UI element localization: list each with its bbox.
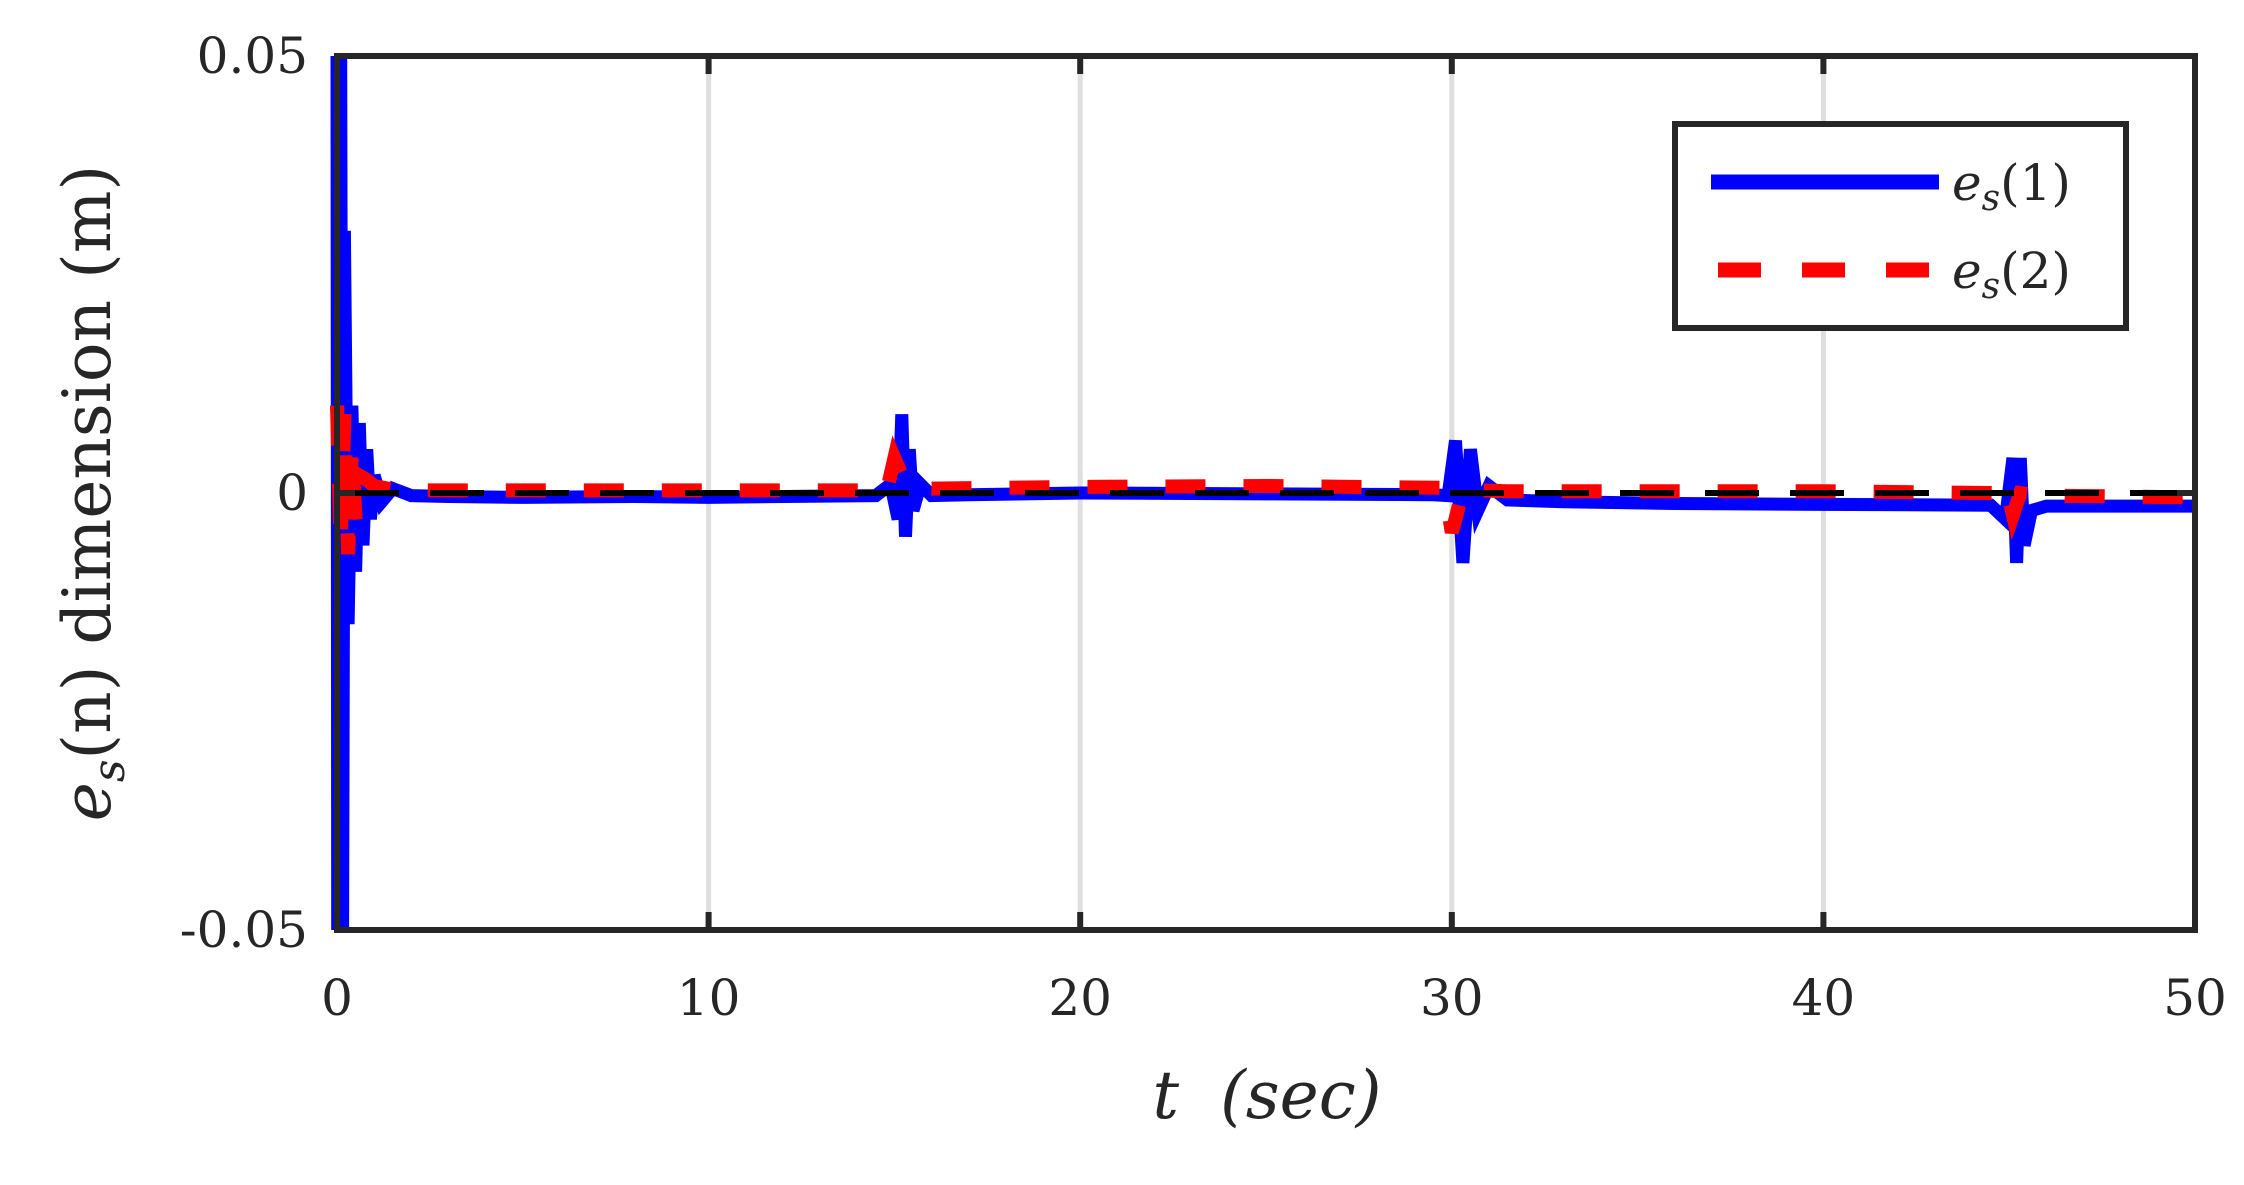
y-tick-label: 0 (276, 464, 308, 522)
legend: es(1) es(2) (1672, 121, 2129, 331)
legend-label-arg: (2) (2000, 242, 2071, 300)
x-axis-label-unit: (sec) (1220, 1057, 1381, 1134)
x-tick-label: 50 (2163, 969, 2227, 1027)
y-tick-label: -0.05 (180, 901, 308, 959)
y-tick-label: 0.05 (197, 27, 308, 85)
legend-label-var: e (1952, 242, 1982, 300)
legend-label-var: e (1952, 154, 1982, 212)
legend-label-sub: s (1982, 266, 2000, 307)
legend-box (1672, 121, 2129, 331)
legend-label-sub: s (1982, 178, 2000, 219)
y-axis-label-var: e (49, 782, 126, 821)
legend-label-series-1: es(1) (1952, 154, 2071, 219)
x-tick-label: 0 (321, 969, 353, 1027)
x-axis-label: t (sec) (1153, 1057, 1382, 1134)
plot-axes (334, 53, 2198, 933)
x-tick-label: 30 (1420, 969, 1484, 1027)
x-tick-label: 10 (677, 969, 741, 1027)
y-axis-label: es(n) dimension (m) (49, 165, 135, 821)
series-line-2 (330, 405, 2196, 555)
legend-label-series-2: es(2) (1952, 242, 2071, 307)
x-axis-label-var: t (1153, 1057, 1180, 1134)
y-axis-label-subscript: s (84, 760, 135, 783)
x-tick-label: 40 (1792, 969, 1856, 1027)
x-tick-label: 20 (1048, 969, 1112, 1027)
plot-series (330, 55, 2196, 931)
y-axis-label-text: (n) dimension (m) (49, 165, 126, 760)
legend-label-arg: (1) (2000, 154, 2071, 212)
